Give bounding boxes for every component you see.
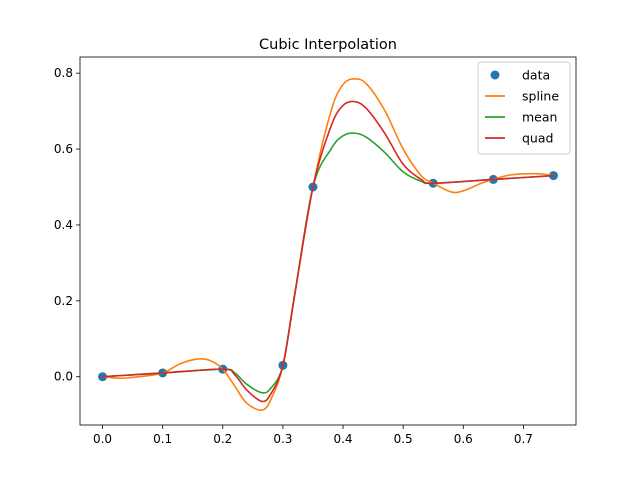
legend: data spline mean quad: [477, 61, 571, 155]
series-line-quad: [101, 100, 555, 403]
series-line-spline: [101, 78, 555, 411]
x-tick-label: 0.1: [153, 432, 172, 446]
x-tick-label: 0.0: [93, 432, 112, 446]
x-tick-label: 0.3: [273, 432, 292, 446]
legend-label-data: data: [522, 68, 550, 83]
legend-marker-data: [490, 70, 500, 80]
axes-frame: [79, 56, 577, 426]
chart-title: Cubic Interpolation: [259, 37, 397, 53]
legend-label-quad: quad: [522, 131, 553, 146]
y-tick-label: 0.6: [54, 142, 73, 156]
series-group: [98, 78, 558, 411]
x-tick-label: 0.6: [454, 432, 473, 446]
y-tick-label: 0.8: [54, 66, 73, 80]
x-tick-label: 0.7: [514, 432, 533, 446]
legend-label-spline: spline: [522, 89, 559, 104]
series-line-mean: [101, 132, 555, 394]
x-tick-label: 0.5: [394, 432, 413, 446]
legend-label-mean: mean: [522, 110, 557, 125]
x-tick-label: 0.4: [333, 432, 352, 446]
axis-ticks: 0.0 0.1 0.2 0.3 0.4 0.5 0.6 0.7 0.0 0.2 0.4 0.6 0.8: [54, 66, 533, 446]
y-tick-label: 0.2: [54, 294, 73, 308]
legend-box: [477, 61, 571, 155]
x-tick-label: 0.2: [213, 432, 232, 446]
y-tick-label: 0.4: [54, 218, 73, 232]
plot-area: [98, 78, 558, 411]
y-tick-label: 0.0: [54, 370, 73, 384]
